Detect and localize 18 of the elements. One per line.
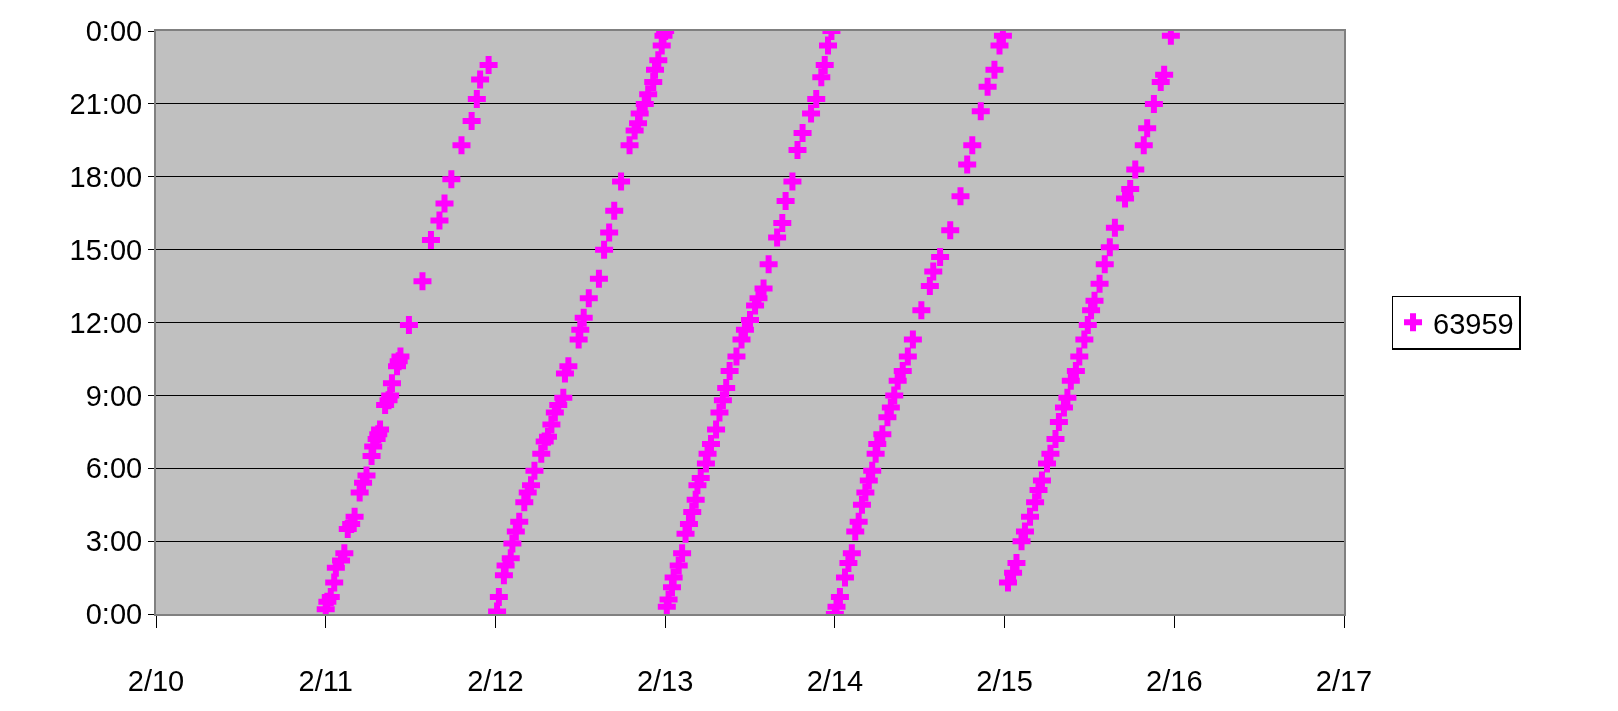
x-tick-label: 2/14 — [806, 664, 864, 697]
x-tick-label: 2/12 — [467, 664, 524, 697]
y-tick-label: 9:00 — [85, 379, 143, 412]
y-tick-label: 6:00 — [85, 452, 143, 485]
x-tick-label: 2/10 — [127, 664, 185, 697]
y-tick-label: 12:00 — [69, 306, 143, 339]
y-tick-label: 15:00 — [69, 233, 143, 266]
y-tick-label: 18:00 — [69, 160, 143, 193]
x-tick-label: 2/17 — [1315, 664, 1373, 697]
y-tick-label: 3:00 — [85, 525, 143, 558]
y-tick-label: 0:00 — [85, 15, 143, 48]
y-tick-label: 21:00 — [69, 88, 143, 121]
x-tick-label: 2/11 — [298, 664, 353, 697]
x-tick-label: 2/15 — [976, 664, 1033, 697]
x-tick-label: 2/16 — [1146, 664, 1203, 697]
x-tick-label: 2/13 — [636, 664, 694, 697]
y-tick-label: 0:00 — [85, 598, 143, 631]
legend-label: 63959 — [1433, 307, 1514, 340]
